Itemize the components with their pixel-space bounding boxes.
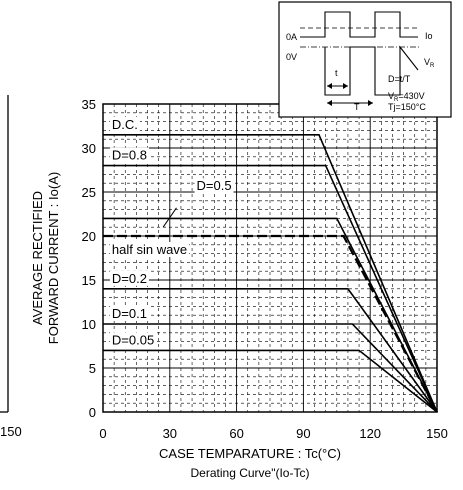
inset-tj-value: Tj=150°C	[388, 102, 426, 112]
series-label: D.C.	[112, 117, 138, 132]
x-tick-label: 90	[296, 426, 310, 441]
x-tick-label: 150	[426, 426, 448, 441]
chart-title: Derating Curve"(Io-Tc)	[191, 466, 310, 480]
inset-voltage-wave	[324, 45, 419, 96]
waveform-inset: 0A 0V Io VR t T D=t/T VR=430V Tj=150°C	[278, 1, 452, 118]
series-line	[103, 164, 438, 413]
plot-frame	[102, 103, 438, 413]
inset-T-arrow-head-left	[327, 100, 332, 106]
inset-t-label: t	[335, 68, 338, 78]
series-label: D=0.05	[112, 332, 154, 347]
x-tick-label: 0	[99, 426, 106, 441]
series-label-bg	[109, 270, 149, 286]
series-label: half sin wave	[112, 242, 187, 257]
left-partial-tick: 150	[0, 424, 22, 439]
y-tick-label: 10	[82, 317, 96, 332]
inset-t-arrow-head-left	[327, 83, 332, 89]
series-labels: D.C. D=0.8 D=0.5 half sin wave D=0.2 D=0.1 D=0…	[109, 116, 234, 348]
series-label-bg	[109, 242, 190, 257]
d05-leader-line	[162, 207, 177, 228]
y-tick-label: 35	[82, 97, 96, 112]
y-tick-label: 20	[82, 229, 96, 244]
series-label-bg	[109, 116, 140, 132]
series-line	[103, 323, 438, 413]
inset-T-label: T	[354, 102, 360, 112]
series-label: D=0.8	[112, 148, 147, 163]
y-tick-label: 15	[82, 273, 96, 288]
x-tick-label: 120	[359, 426, 381, 441]
inset-vr-label: VR	[424, 57, 435, 69]
x-tick-label: 60	[229, 426, 243, 441]
y-tick-label: 30	[82, 141, 96, 156]
series-label: D=0.1	[112, 306, 147, 321]
y-axis-title-line2: FORWARD CURRENT : Io(A)	[46, 172, 61, 344]
y-axis-title-line1: AVERAGE RECTIFIED	[30, 191, 45, 325]
inset-vr-value: VR=430V	[388, 91, 425, 103]
series-group	[103, 134, 438, 413]
series-line	[103, 134, 438, 413]
x-tick-label: 30	[163, 426, 177, 441]
series-label-bg	[109, 306, 149, 321]
series-label-bg	[109, 147, 149, 163]
series-line	[103, 234, 438, 413]
inset-io-label: Io	[425, 31, 433, 41]
y-tick-label: 25	[82, 185, 96, 200]
y-tick-label: 0	[89, 405, 96, 420]
series-line	[103, 349, 438, 413]
inset-t-arrow-head-right	[343, 83, 348, 89]
series-label: D=0.5	[197, 178, 232, 193]
inset-0a-label: 0A	[286, 32, 297, 42]
inset-current-wave	[300, 11, 418, 38]
series-line	[103, 287, 438, 413]
inset-T-arrow-head-right	[368, 100, 373, 106]
y-tick-label: 5	[89, 361, 96, 376]
grid	[103, 104, 437, 412]
x-axis-title: CASE TEMPARATURE : Tc(°C)	[159, 446, 341, 461]
inset-0v-label: 0V	[286, 52, 297, 62]
series-label-bg	[109, 332, 157, 348]
y-ticks: 0 5 10 15 20 25 30 35	[82, 97, 96, 420]
inset-formula: D=t/T	[388, 74, 411, 84]
x-ticks: 0 30 60 90 120 150	[99, 426, 447, 441]
series-label-bg	[194, 178, 234, 194]
inset-frame	[278, 1, 452, 118]
series-label: D=0.2	[112, 271, 147, 286]
